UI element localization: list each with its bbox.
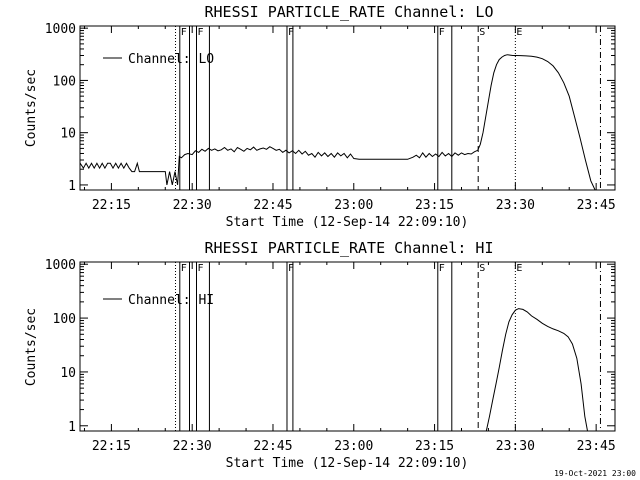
marker-label: S [479, 27, 485, 38]
series-line-hi [485, 308, 588, 431]
marker-label: F [181, 263, 187, 274]
marker-label: F [439, 263, 445, 274]
y-tick-label: 10 [60, 366, 76, 381]
x-tick-label: 23:30 [496, 439, 535, 454]
chart-panel-hi: RHESSI PARTICLE_RATE Channel: HI Counts/… [24, 239, 616, 471]
y-tick-label: 1000 [45, 258, 76, 273]
axis-ticks-lo: 22:15 22:30 22:45 23:00 23:15 23:30 23:45 1 10 10… [45, 22, 616, 213]
marker-label: F [439, 27, 445, 38]
marker-label: F [288, 27, 294, 38]
marker-label: S [479, 263, 485, 274]
x-tick-label: 23:30 [496, 198, 535, 213]
y-tick-label: 1 [68, 179, 76, 194]
x-tick-label: 23:15 [415, 198, 454, 213]
x-axis-label-hi: Start Time (12-Sep-14 22:09:10) [226, 456, 469, 471]
series-line-lo [80, 54, 598, 190]
axis-ticks-hi: 22:15 22:30 22:45 23:00 23:15 23:30 23:45 1 10 10… [45, 258, 616, 454]
x-tick-label: 22:45 [253, 198, 292, 213]
chart-title-hi: RHESSI PARTICLE_RATE Channel: HI [205, 239, 494, 257]
y-axis-label-lo: Counts/sec [24, 69, 39, 147]
x-axis-label-lo: Start Time (12-Sep-14 22:09:10) [226, 215, 469, 230]
x-tick-label: 23:45 [577, 198, 616, 213]
y-tick-label: 10 [60, 127, 76, 142]
marker-label: F [288, 263, 294, 274]
y-axis-label-hi: Counts/sec [24, 308, 39, 386]
x-tick-label: 23:45 [577, 439, 616, 454]
series-hi [485, 308, 588, 431]
chart-panel-lo: RHESSI PARTICLE_RATE Channel: LO Counts/… [24, 3, 616, 230]
marker-label: F [181, 27, 187, 38]
y-tick-label: 100 [53, 312, 76, 327]
series-lo [80, 54, 598, 190]
y-tick-label: 100 [53, 74, 76, 89]
x-tick-label: 23:00 [334, 439, 373, 454]
y-tick-label: 1000 [45, 22, 76, 37]
marker-label: F [198, 263, 204, 274]
x-tick-label: 23:00 [334, 198, 373, 213]
legend-label-lo: Channel: LO [128, 52, 214, 67]
x-tick-label: 23:15 [415, 439, 454, 454]
plot-frame-hi [79, 261, 616, 432]
marker-label: E [516, 263, 522, 274]
y-tick-label: 1 [68, 420, 76, 435]
legend-label-hi: Channel: HI [128, 293, 214, 308]
x-tick-label: 22:30 [173, 198, 212, 213]
footer-timestamp: 19-Oct-2021 23:00 [554, 469, 636, 478]
x-tick-label: 22:45 [253, 439, 292, 454]
plot-frame-lo [79, 25, 616, 191]
marker-label: F [198, 27, 204, 38]
chart-title-lo: RHESSI PARTICLE_RATE Channel: LO [205, 3, 494, 21]
x-tick-label: 22:15 [92, 198, 131, 213]
x-tick-label: 22:30 [173, 439, 212, 454]
marker-label: E [516, 27, 522, 38]
x-tick-label: 22:15 [92, 439, 131, 454]
